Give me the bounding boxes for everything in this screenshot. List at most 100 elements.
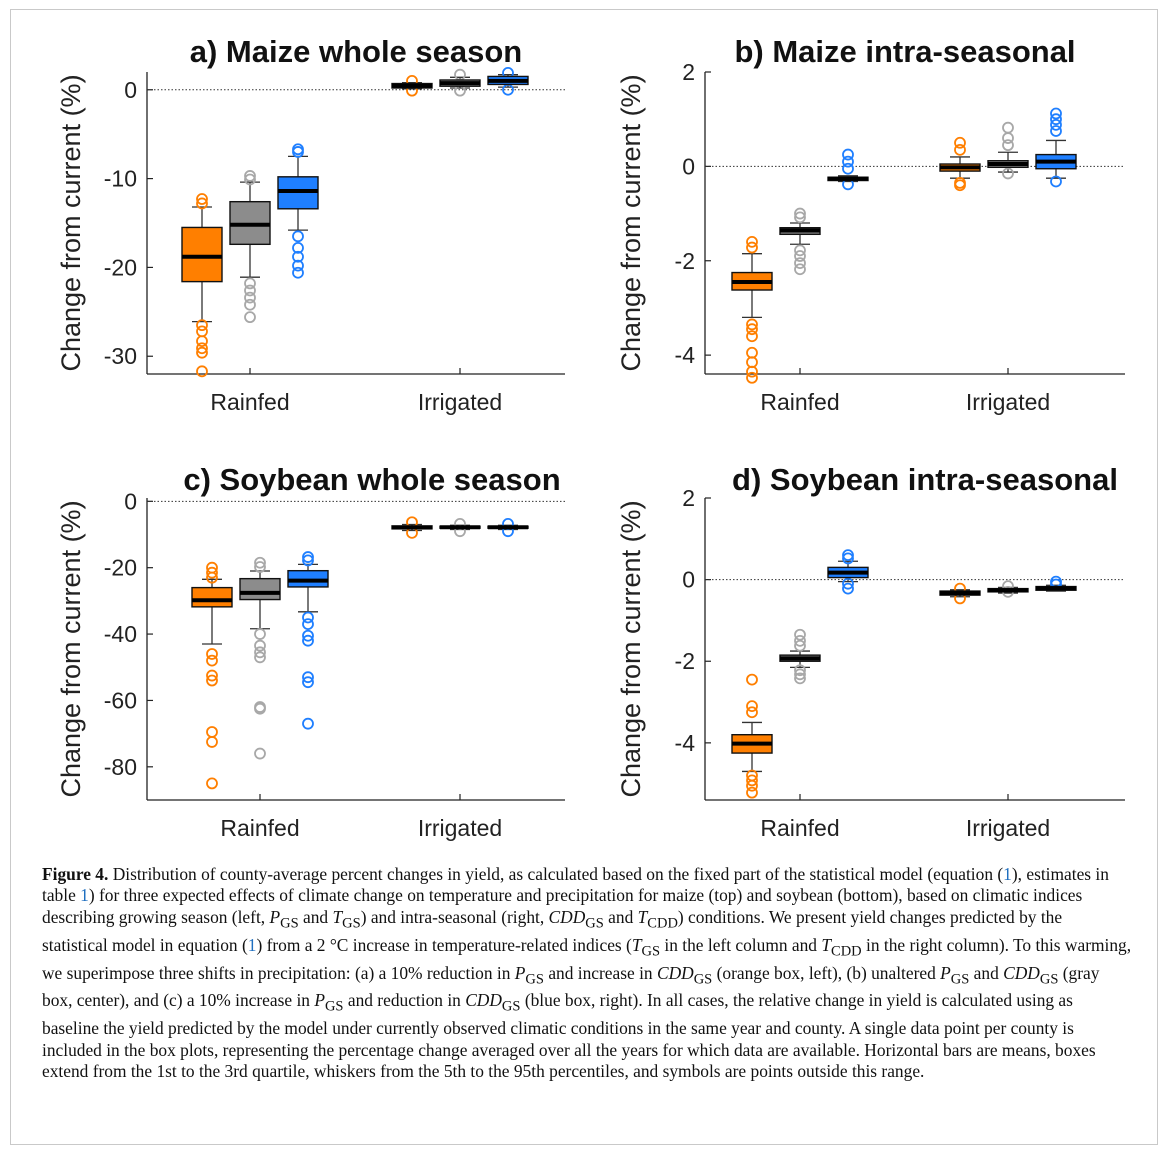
- y-tick-label: 0: [682, 153, 695, 179]
- outlier-point: [746, 356, 758, 369]
- outlier-point: [794, 257, 806, 270]
- outlier-point: [254, 556, 266, 569]
- outlier-point: [254, 646, 266, 659]
- outlier-point: [746, 346, 758, 359]
- outlier-point: [206, 654, 218, 667]
- figure-caption: Figure 4. Distribution of county-average…: [42, 864, 1132, 1083]
- box-rainfed-orange: [191, 561, 233, 790]
- outlier-point: [746, 774, 758, 787]
- outlier-point: [244, 173, 256, 186]
- outlier-point: [954, 143, 966, 156]
- outlier-point: [302, 554, 314, 567]
- outlier-point: [302, 551, 314, 563]
- box-rainfed-blue: [287, 551, 329, 730]
- outlier-point: [794, 672, 806, 685]
- outlier-point: [842, 162, 854, 175]
- outlier-point: [746, 786, 758, 799]
- y-tick-label: 0: [682, 567, 695, 593]
- outlier-point: [1050, 118, 1062, 131]
- caption-text: and: [603, 906, 638, 927]
- outlier-point: [206, 669, 218, 682]
- outlier-point: [196, 319, 208, 332]
- panel-1: a) Maize whole season Change from current…: [56, 34, 565, 415]
- outlier-point: [794, 250, 806, 262]
- outlier-point: [746, 241, 758, 254]
- outlier-point: [842, 155, 854, 168]
- outlier-point: [196, 197, 208, 210]
- sub-GS: GS: [693, 971, 713, 988]
- outlier-point: [206, 674, 218, 687]
- y-tick-label: -4: [675, 342, 696, 368]
- y-tick-label: -2: [675, 648, 695, 674]
- eq-ref[interactable]: 1: [247, 934, 257, 955]
- outlier-point: [794, 207, 806, 220]
- y-axis-label: Change from current (%): [616, 74, 646, 371]
- var-CDD: CDD: [548, 906, 586, 927]
- outlier-point: [292, 146, 304, 158]
- box-rainfed-orange: [181, 193, 223, 378]
- outlier-point: [302, 717, 314, 730]
- outlier-point: [196, 365, 208, 378]
- outlier-point: [292, 230, 304, 243]
- var-P: P: [269, 906, 281, 927]
- chart-title: b) Maize intra-seasonal: [734, 34, 1075, 69]
- table-ref[interactable]: 1: [80, 885, 89, 906]
- outlier-point: [794, 639, 806, 652]
- outlier-point: [302, 629, 314, 642]
- box-irrigated-orange: [939, 582, 981, 605]
- outlier-point: [1002, 139, 1014, 152]
- y-tick-label: -60: [104, 687, 137, 713]
- box-irrigated-orange: [391, 516, 433, 539]
- y-tick-label: -40: [104, 621, 137, 647]
- y-axis-label: Change from current (%): [56, 74, 86, 371]
- caption-label: Figure 4.: [42, 864, 109, 884]
- box-rainfed-blue: [827, 148, 869, 191]
- box-irrigated-blue: [1035, 575, 1077, 592]
- outlier-point: [292, 266, 304, 279]
- box-irrigated-gray: [987, 121, 1029, 180]
- y-tick-label: -10: [104, 166, 137, 192]
- caption-text: Distribution of county-average percent c…: [108, 864, 1004, 884]
- eq-ref[interactable]: 1: [1003, 864, 1012, 884]
- var-P: P: [940, 962, 951, 983]
- chart-title: a) Maize whole season: [190, 34, 523, 69]
- sub-GS: GS: [1039, 971, 1059, 988]
- outlier-point: [292, 250, 304, 263]
- outlier-point: [842, 552, 854, 565]
- outlier-point: [746, 235, 758, 248]
- outlier-point: [794, 244, 806, 257]
- box-irrigated-blue: [487, 66, 529, 96]
- sub-GS: GS: [585, 915, 604, 932]
- outlier-point: [1002, 132, 1014, 144]
- box-irrigated-blue: [487, 517, 529, 538]
- outlier-point: [746, 371, 758, 384]
- outlier-point: [1050, 175, 1062, 188]
- x-category-label: Rainfed: [210, 389, 289, 415]
- outlier-point: [302, 671, 314, 684]
- outlier-point: [292, 241, 304, 254]
- box-rainfed-orange: [731, 235, 773, 384]
- outlier-point: [254, 747, 266, 760]
- outlier-point: [196, 193, 208, 205]
- outlier-point: [842, 549, 854, 562]
- box-iqr: [191, 586, 233, 608]
- outlier-point: [794, 634, 806, 647]
- sub-GS: GS: [525, 971, 544, 988]
- outlier-point: [206, 571, 218, 584]
- outlier-point: [206, 777, 218, 790]
- outlier-point: [794, 668, 806, 681]
- box-irrigated-blue: [1035, 107, 1077, 188]
- outlier-point: [206, 648, 218, 660]
- var-CDD: CDD: [1003, 962, 1040, 983]
- outlier-point: [746, 365, 758, 378]
- outlier-point: [1002, 121, 1014, 134]
- x-category-label: Rainfed: [220, 815, 299, 841]
- var-CDD: CDD: [656, 962, 694, 983]
- box-iqr: [181, 226, 223, 283]
- y-tick-label: -20: [104, 254, 137, 280]
- x-category-label: Rainfed: [760, 815, 839, 841]
- sub-CDD: CDD: [647, 915, 678, 932]
- box-rainfed-orange: [731, 673, 773, 799]
- outlier-point: [244, 311, 256, 324]
- outlier-point: [302, 611, 314, 624]
